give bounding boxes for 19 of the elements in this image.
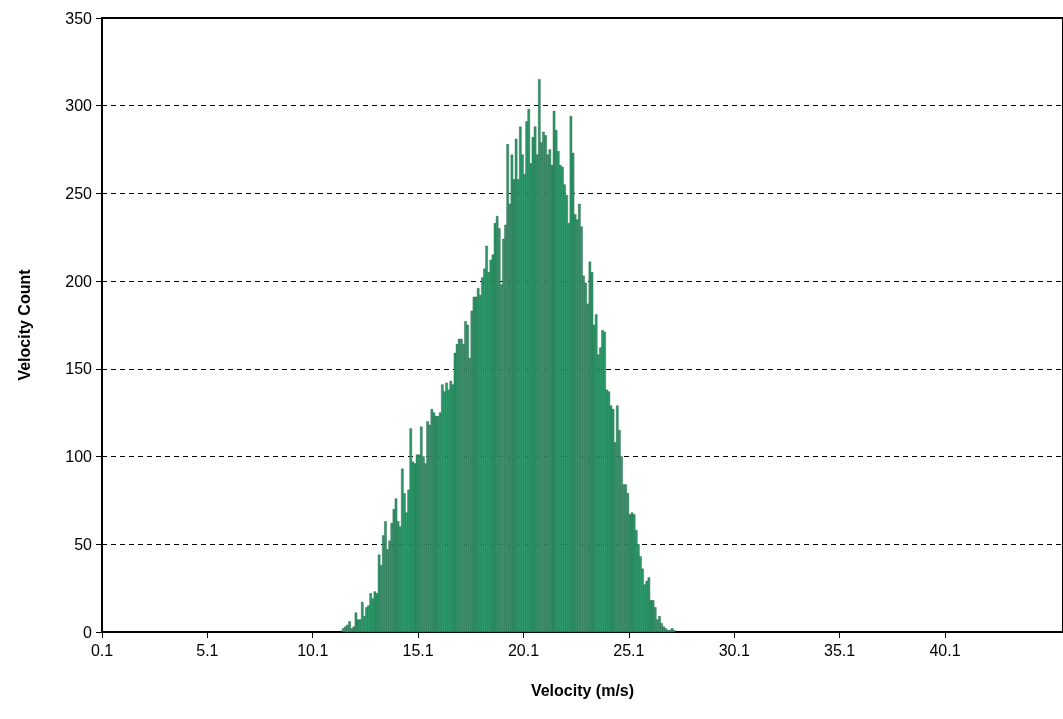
y-tick-label: 300 [65,97,93,115]
x-tick-label: 0.1 [90,641,114,659]
x-tick-label: 30.1 [718,641,750,659]
y-tick-label: 350 [65,9,93,27]
x-tick-label: 20.1 [507,641,540,659]
x-tick-label: 35.1 [824,641,856,659]
x-tick-label: 25.1 [613,641,645,659]
x-tick-label: 5.1 [196,641,219,659]
y-tick-label: 100 [65,448,93,466]
y-tick-label: 50 [74,535,93,553]
x-tick-label: 15.1 [402,641,434,659]
y-axis-title: Velocity Count [15,268,33,381]
y-tick-label: 250 [65,184,93,202]
x-tick-label: 40.1 [929,641,961,659]
x-tick-label: 10.1 [297,641,329,659]
x-axis-title: Velocity (m/s) [530,681,635,699]
y-tick-label: 150 [65,360,93,378]
y-tick-label: 200 [65,272,93,290]
y-tick-label: 0 [83,623,93,641]
